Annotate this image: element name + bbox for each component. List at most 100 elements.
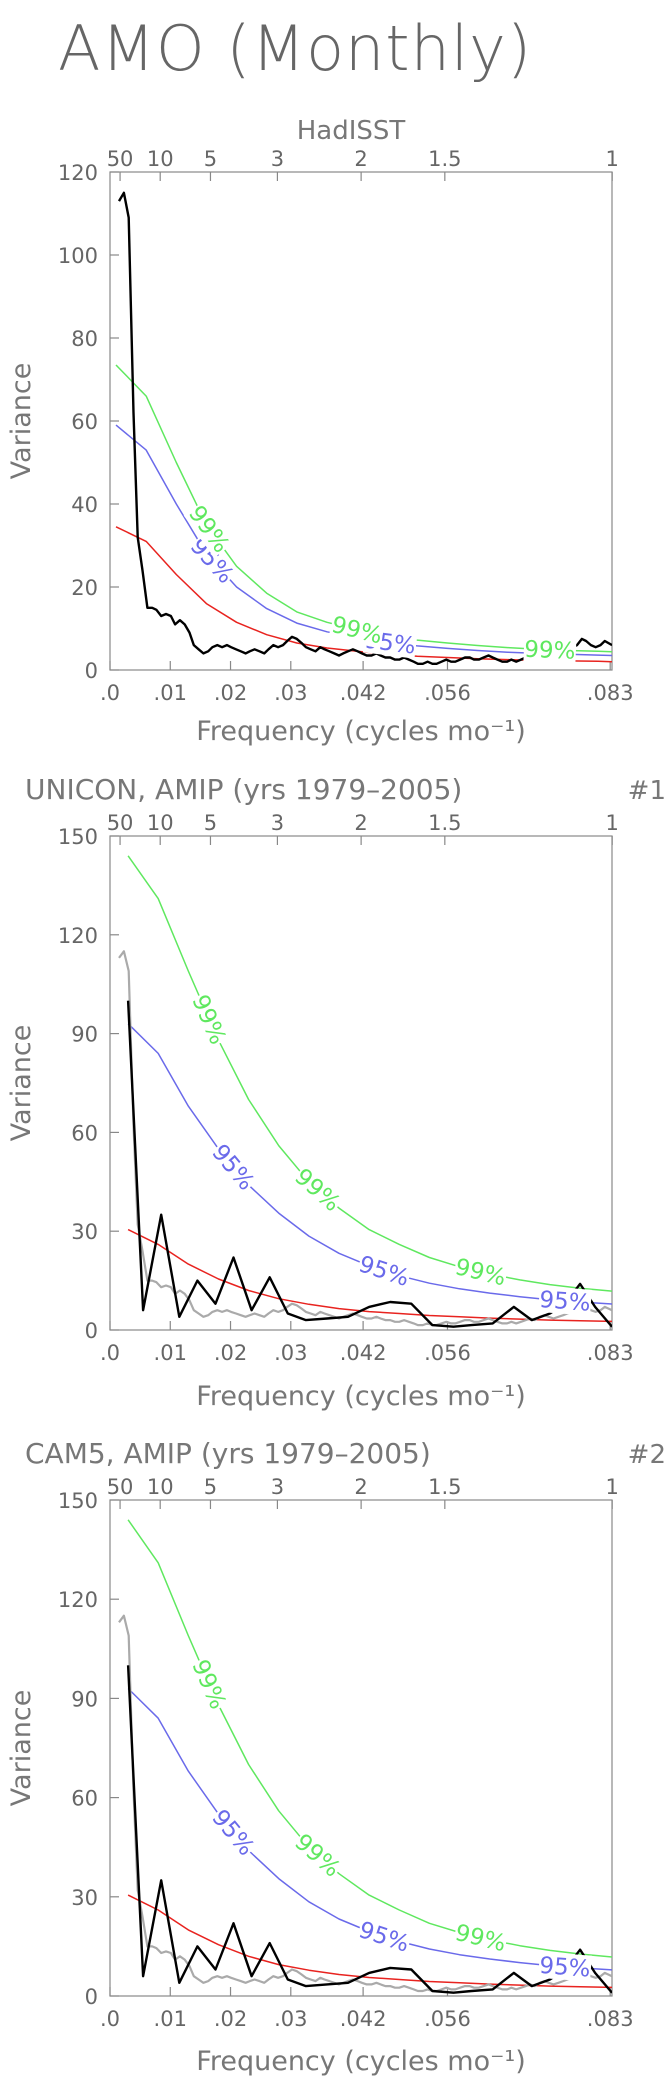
y-tick-label: 90	[71, 1687, 98, 1711]
panel-title: CAM5, AMIP (yrs 1979–2005)	[25, 1437, 431, 1470]
x-tick-label: .0	[100, 2007, 120, 2031]
x-axis-label: Frequency (cycles mo⁻¹)	[196, 1381, 525, 1412]
curve-label-gap	[538, 1285, 592, 1316]
curve-label-gap	[289, 1828, 346, 1883]
y-tick-label: 30	[71, 1886, 98, 1910]
plot-frame	[109, 1499, 613, 1997]
y-tick-label: 40	[71, 493, 98, 517]
period-tick-label: 10	[147, 1475, 174, 1499]
curve-label-gap	[185, 532, 240, 589]
x-tick-label: .042	[340, 681, 387, 705]
x-axis-label: Frequency (cycles mo⁻¹)	[196, 2046, 525, 2077]
spectrum-panel-1: HadISST 0 20 40 60 80 100 120 .0 .01 .02 .03 .042 .05…	[6, 116, 634, 747]
confidence-curve-label: 95%	[538, 1287, 591, 1317]
plot-frame	[109, 835, 613, 1331]
period-tick-label: 1	[605, 147, 618, 171]
y-axis-label: Variance	[6, 1690, 37, 1807]
period-tick-label: 1	[605, 1475, 618, 1499]
y-tick-label: 90	[71, 1023, 98, 1047]
confidence-curve-label: 99%	[186, 991, 230, 1048]
x-tick-label: .083	[587, 681, 634, 705]
period-tick-label: 10	[147, 147, 174, 171]
period-tick-label: 2	[354, 147, 367, 171]
curve-label-gap	[355, 1916, 413, 1957]
series-line-99-confidence	[127, 855, 612, 1292]
x-tick-label: .01	[154, 1341, 187, 1365]
y-axis-label: Variance	[6, 1025, 37, 1142]
y-tick-label: 120	[58, 924, 98, 948]
confidence-curve-label: 99%	[524, 637, 576, 665]
curve-label-gap	[452, 1918, 509, 1957]
period-tick-label: 2	[354, 1475, 367, 1499]
series-line-model-spectrum	[126, 1665, 612, 1994]
series-line-model-spectrum	[126, 1000, 612, 1328]
confidence-curve-label: 99%	[452, 1920, 508, 1957]
period-tick-label: 1.5	[428, 1475, 461, 1499]
x-tick-label: .056	[424, 681, 471, 705]
x-tick-label: .042	[340, 1341, 387, 1365]
x-tick-label: .0	[100, 1341, 120, 1365]
panel-run-label: #2	[628, 1440, 666, 1470]
y-tick-label: 0	[85, 1319, 98, 1343]
curve-label-gap	[187, 990, 232, 1049]
plot-frame	[109, 171, 613, 671]
confidence-curve-label: 99%	[289, 1829, 345, 1882]
period-tick-label: 5	[204, 811, 217, 835]
confidence-curve-label: 99%	[452, 1254, 508, 1291]
period-tick-label: 2	[354, 811, 367, 835]
series-line-spectrum	[117, 191, 612, 665]
y-tick-label: 150	[58, 825, 98, 849]
x-tick-label: .03	[274, 2007, 307, 2031]
page-title: AMO (Monthly)	[58, 12, 532, 85]
curve-label-gap	[206, 1138, 261, 1196]
series-group: 95%95%95%99%99%99%	[118, 1519, 612, 1994]
y-tick-label: 30	[71, 1220, 98, 1244]
curve-label-gap	[355, 1250, 413, 1292]
curve-label-gap	[523, 635, 577, 664]
x-tick-label: .03	[274, 681, 307, 705]
series-line-99-confidence	[127, 1519, 612, 1958]
period-tick-label: 5	[204, 147, 217, 171]
x-tick-label: .02	[214, 1341, 247, 1365]
spectrum-panel-2: UNICON, AMIP (yrs 1979–2005) #1 0 30 60 90 120…	[6, 773, 666, 1412]
spectrum-panel-3: CAM5, AMIP (yrs 1979–2005) #2030609012015…	[6, 1437, 666, 2077]
period-tick-label: 3	[271, 147, 284, 171]
period-tick-label: 1.5	[428, 811, 461, 835]
y-tick-label: 0	[85, 1985, 98, 2009]
y-tick-label: 60	[71, 1121, 98, 1145]
y-tick-label: 20	[71, 576, 98, 600]
panel-title: UNICON, AMIP (yrs 1979–2005)	[25, 773, 462, 806]
x-tick-label: .083	[587, 2007, 634, 2031]
series-line-observed-spectrum	[118, 1614, 612, 1993]
y-tick-label: 60	[71, 1787, 98, 1811]
x-tick-label: .056	[424, 1341, 471, 1365]
period-tick-label: 1.5	[428, 147, 461, 171]
x-tick-label: .083	[587, 1341, 634, 1365]
period-tick-label: 50	[107, 147, 134, 171]
x-axis-label: Frequency (cycles mo⁻¹)	[196, 716, 525, 747]
curve-label-gap	[187, 1655, 232, 1714]
confidence-curve-label: 95%	[538, 1953, 591, 1983]
y-tick-label: 80	[71, 327, 98, 351]
period-tick-label: 50	[107, 811, 134, 835]
y-tick-label: 60	[71, 410, 98, 434]
series-line-99-confidence	[115, 364, 612, 653]
confidence-curve-label: 99%	[289, 1164, 345, 1217]
x-tick-label: .056	[424, 2007, 471, 2031]
panel-title: HadISST	[297, 116, 406, 146]
x-tick-label: .02	[214, 2007, 247, 2031]
series-group: 95%95%95%99%99%99%	[118, 855, 612, 1328]
series-line-observed-spectrum	[118, 950, 612, 1327]
period-tick-label: 3	[271, 811, 284, 835]
x-tick-label: .01	[154, 2007, 187, 2031]
confidence-curve-label: 99%	[186, 1656, 230, 1713]
y-axis-label: Variance	[6, 363, 37, 480]
period-tick-label: 5	[204, 1475, 217, 1499]
x-tick-label: .03	[274, 1341, 307, 1365]
period-tick-label: 1	[605, 811, 618, 835]
y-tick-label: 100	[58, 244, 98, 268]
confidence-curve-label: 95%	[356, 1251, 413, 1292]
period-tick-label: 10	[147, 811, 174, 835]
x-tick-label: .0	[100, 681, 120, 705]
